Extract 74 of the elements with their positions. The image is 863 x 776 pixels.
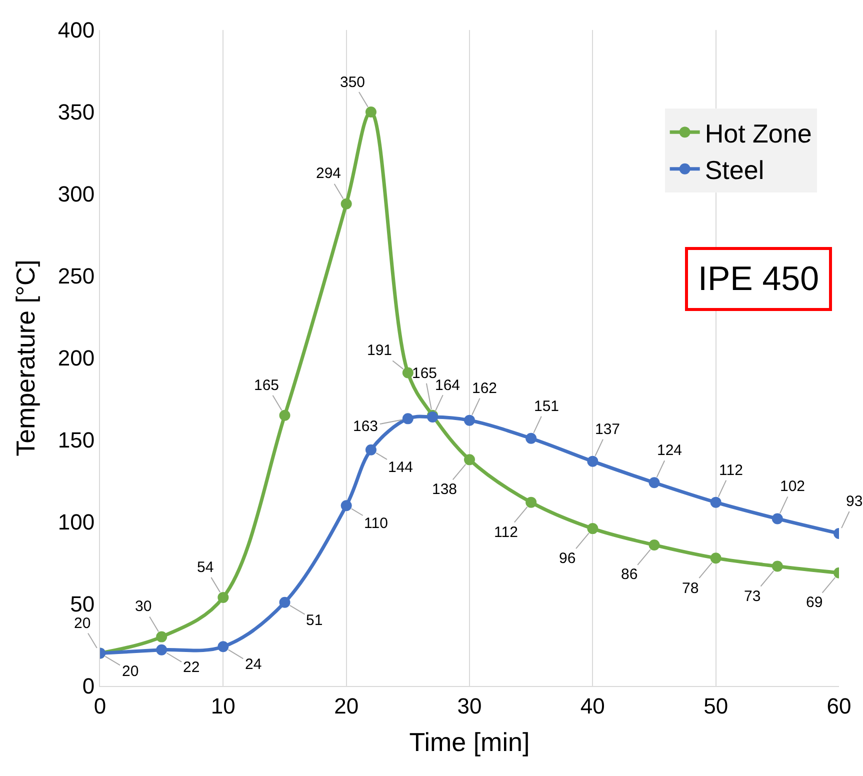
x-axis-title: Time [min] [409, 727, 530, 758]
point [648, 539, 660, 550]
y-tick-label: 350 [58, 100, 95, 125]
data-label: 162 [472, 380, 498, 397]
y-tick-label: 250 [58, 264, 95, 289]
y-tick-label: 400 [58, 18, 95, 43]
point [402, 413, 414, 424]
y-tick-label: 50 [70, 592, 95, 617]
point [772, 560, 783, 572]
annotation: IPE 450 [698, 260, 819, 298]
data-label: 112 [494, 524, 518, 541]
point [279, 410, 290, 421]
data-label: 22 [183, 659, 200, 676]
point [648, 477, 660, 488]
data-label: 96 [559, 550, 576, 567]
y-tick-label: 150 [58, 428, 95, 453]
point [710, 496, 722, 508]
point [365, 106, 376, 118]
data-label: 51 [306, 612, 323, 629]
data-label: 93 [846, 493, 863, 510]
data-label: 191 [367, 342, 392, 359]
point [710, 552, 722, 564]
point [587, 523, 598, 534]
point [279, 596, 290, 608]
point [218, 592, 229, 603]
data-label: 20 [122, 663, 139, 680]
data-label: 110 [364, 515, 388, 532]
point [340, 500, 352, 512]
point [402, 367, 414, 378]
data-label: 73 [744, 588, 761, 605]
point [526, 432, 537, 444]
data-label: 86 [621, 566, 638, 583]
data-label: 112 [719, 462, 743, 479]
data-label: 69 [806, 594, 823, 611]
data-label: 165 [254, 377, 280, 394]
data-label: 163 [353, 418, 378, 435]
point [587, 456, 598, 467]
x-tick-label: 40 [580, 693, 605, 718]
point [156, 644, 168, 656]
data-label: 124 [657, 442, 682, 459]
point [365, 444, 376, 456]
data-label: 54 [197, 559, 214, 576]
data-label: 30 [135, 598, 152, 615]
data-label: 164 [435, 377, 460, 394]
x-tick-label: 50 [704, 693, 728, 718]
y-tick-label: 300 [58, 182, 95, 207]
data-label: 20 [74, 615, 91, 632]
y-tick-label: 0 [82, 674, 95, 699]
point [218, 641, 229, 652]
data-label: 138 [432, 481, 458, 498]
x-tick-label: 60 [826, 693, 852, 718]
x-tick-label: 30 [457, 693, 482, 718]
point [464, 414, 475, 426]
data-label: 294 [316, 165, 342, 182]
point [464, 454, 475, 466]
data-label: 144 [388, 459, 414, 476]
legend-label: Hot Zone [704, 118, 812, 148]
y-axis-title: Temperature [°C] [10, 260, 40, 456]
legend-label: Steel [704, 155, 764, 186]
point [156, 631, 168, 642]
x-tick-label: 10 [210, 693, 236, 718]
y-tick-label: 100 [58, 510, 95, 535]
x-tick-label: 20 [334, 693, 359, 718]
point [526, 496, 537, 508]
data-label: 165 [412, 365, 438, 382]
data-label: 350 [340, 74, 366, 91]
data-label: 137 [595, 421, 620, 438]
y-tick-label: 200 [58, 346, 95, 371]
point [340, 198, 352, 210]
data-label: 151 [534, 398, 560, 415]
data-label: 102 [780, 478, 806, 495]
point [772, 513, 783, 524]
data-label: 24 [245, 656, 262, 673]
data-label: 78 [682, 580, 699, 597]
